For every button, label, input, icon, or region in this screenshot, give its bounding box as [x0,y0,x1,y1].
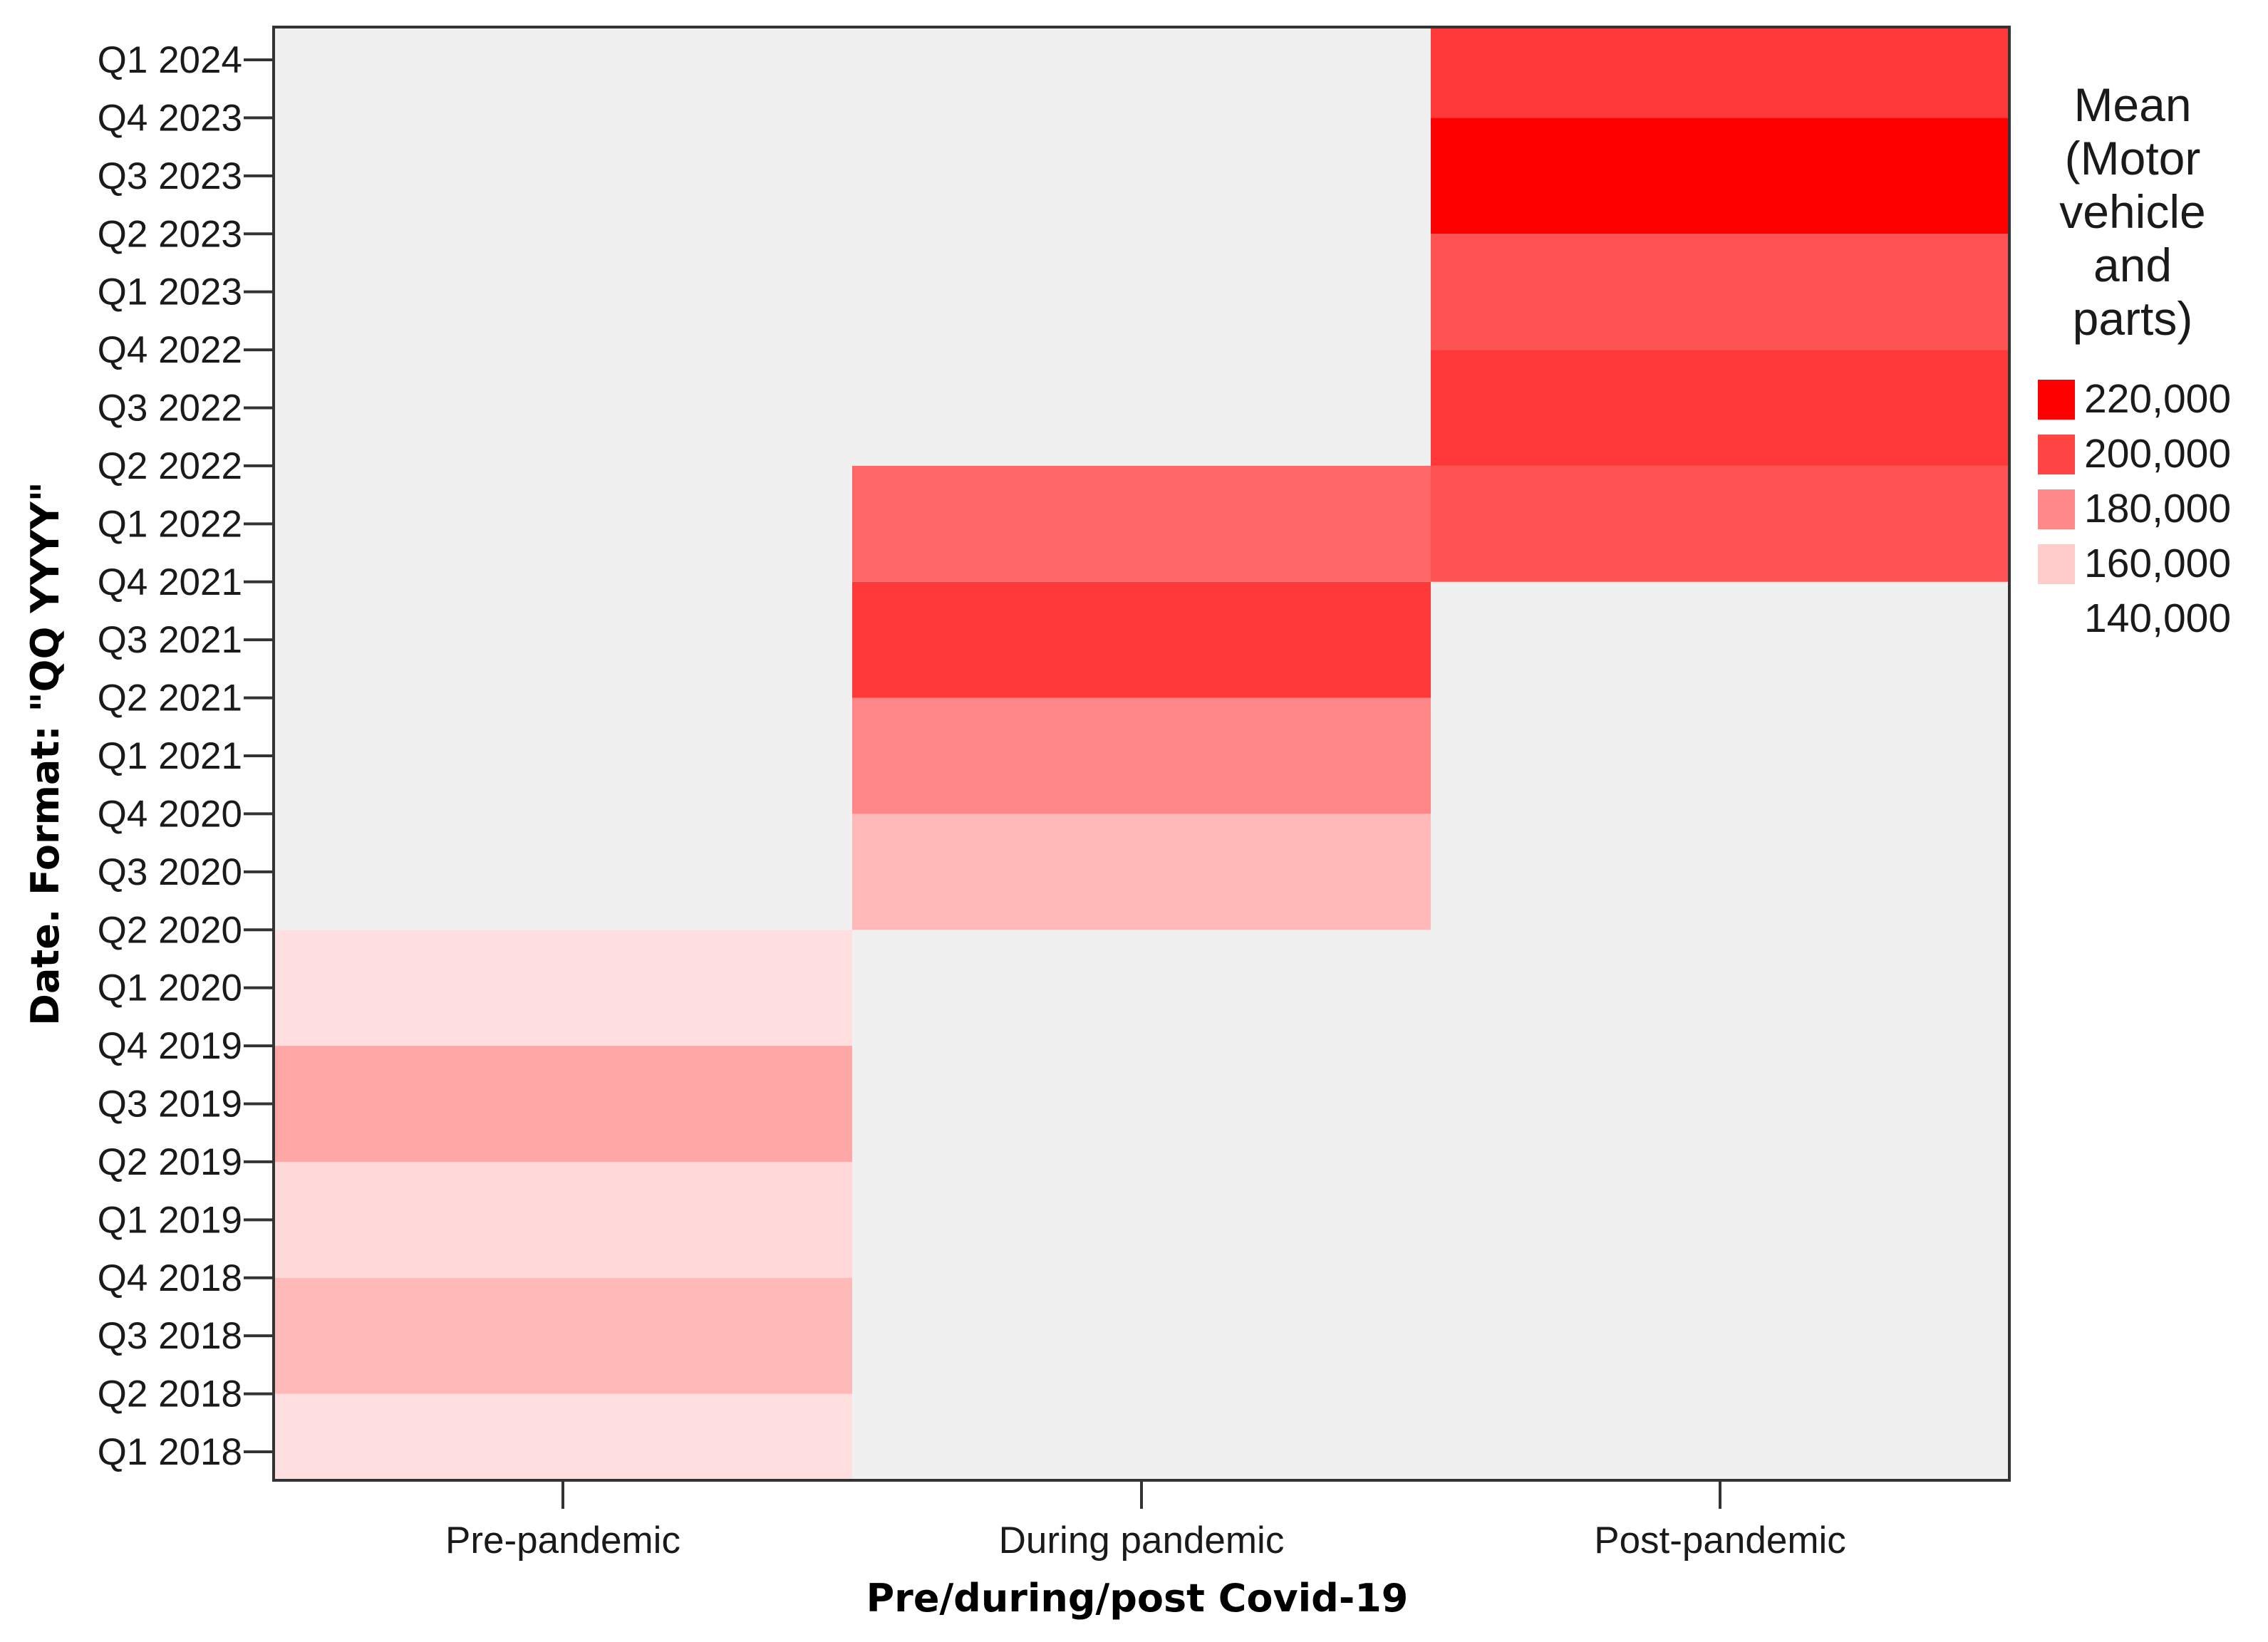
y-tick-label: Q4 2022 [98,329,242,371]
heatmap-cell [852,465,1431,582]
y-tick-label: Q1 2019 [98,1199,242,1241]
y-axis-title: Date. Format: "QQ YYYY" [23,482,68,1026]
y-tick-label: Q1 2024 [98,39,242,81]
heatmap-cell [1431,234,2009,350]
heatmap-cell [274,930,852,1046]
y-tick-label: Q4 2020 [98,793,242,835]
heatmap-cell [274,1393,852,1480]
y-tick-label: Q4 2021 [98,561,242,603]
y-tick-label: Q2 2021 [98,677,242,719]
heatmap-cell [274,1277,852,1394]
legend-title-line: Mean [2073,78,2191,131]
legend-swatch [2038,489,2075,529]
heatmap-cell [1431,27,2009,118]
y-tick-label: Q1 2022 [98,503,242,545]
y-tick-label: Q3 2021 [98,619,242,661]
y-tick-label: Q3 2020 [98,851,242,893]
x-tick-label: Post-pandemic [1594,1519,1846,1562]
legend-label: 180,000 [2084,486,2231,531]
y-tick-label: Q2 2022 [98,445,242,487]
heatmap-cell [852,581,1431,698]
y-tick-label: Q2 2020 [98,909,242,951]
x-tick-label: Pre-pandemic [445,1519,680,1562]
y-tick-label: Q3 2018 [98,1315,242,1357]
legend-title-line: and [2093,239,2172,291]
x-axis-title: Pre/during/post Covid-19 [866,1576,1409,1621]
y-tick-label: Q1 2020 [98,967,242,1009]
heatmap-cell [852,814,1431,930]
y-tick-label: Q3 2023 [98,155,242,197]
heatmap-cell [274,1046,852,1162]
legend-swatch [2038,544,2075,584]
x-tick-label: During pandemic [999,1519,1285,1562]
legend-label: 200,000 [2084,431,2231,477]
y-tick-label: Q4 2019 [98,1025,242,1067]
y-tick-label: Q2 2019 [98,1141,242,1183]
heatmap-cell [852,697,1431,814]
y-tick-label: Q3 2019 [98,1084,242,1126]
heatmap-cell [1431,350,2009,466]
heatmap-cell [274,1161,852,1278]
legend-title-line: vehicle [2059,185,2205,238]
y-tick-label: Q3 2022 [98,388,242,430]
y-tick-label: Q1 2018 [98,1431,242,1473]
heatmap-cell [1431,465,2009,582]
legend-label: 160,000 [2084,541,2231,586]
heatmap-cell [1431,118,2009,234]
y-axis: Q1 2018 Q2 2018 Q3 2018 Q4 2018 Q1 2019 Q2 20… [98,39,274,1473]
y-tick-label: Q4 2018 [98,1257,242,1299]
y-tick-label: Q1 2021 [98,735,242,777]
x-axis: Pre-pandemic During pandemic Post-pandemic [445,1480,1846,1562]
legend-title-line: parts) [2073,292,2193,345]
y-tick-label: Q2 2023 [98,213,242,255]
legend-label: 220,000 [2084,376,2231,422]
heatmap-cells [274,27,2009,1480]
y-tick-label: Q2 2018 [98,1373,242,1415]
legend-label: 140,000 [2084,596,2231,641]
y-tick-label: Q1 2023 [98,271,242,313]
y-tick-label: Q4 2023 [98,97,242,139]
legend-swatch [2038,380,2075,420]
legend-title-line: (Motor [2065,132,2201,185]
legend-swatch [2038,435,2075,474]
